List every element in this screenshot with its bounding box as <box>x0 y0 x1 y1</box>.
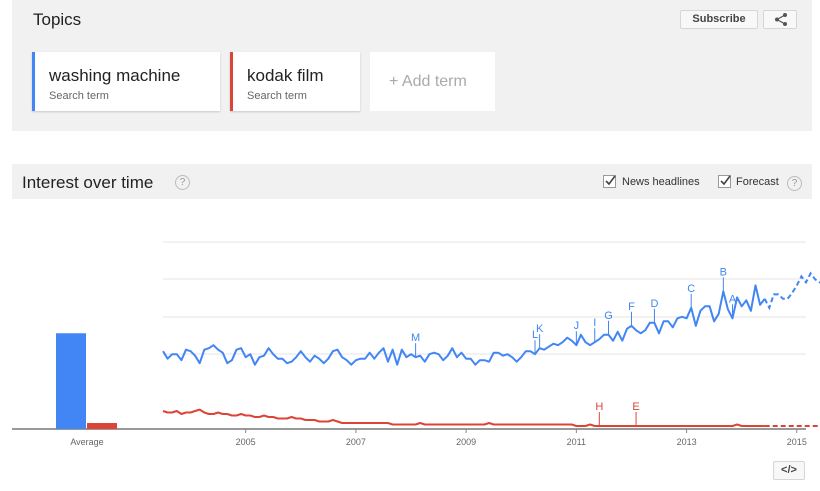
term-color-bar <box>230 52 233 111</box>
x-tick-label: 2011 <box>567 437 586 447</box>
term-name: kodak film <box>247 66 324 85</box>
forecast-line <box>763 271 820 311</box>
annotation-label: K <box>536 323 544 335</box>
x-tick-label: 2007 <box>346 437 366 447</box>
term-type: Search term <box>247 90 307 102</box>
forecast-label: Forecast <box>736 176 779 188</box>
forecast-checkbox[interactable] <box>718 175 731 188</box>
term-name: washing machine <box>49 66 181 85</box>
topics-panel: Topics Subscribe washing machine Search … <box>12 0 812 131</box>
checkmark-icon <box>720 175 731 186</box>
help-icon[interactable]: ? <box>175 175 190 190</box>
share-button[interactable] <box>763 10 797 29</box>
term-card-washing-machine[interactable]: washing machine Search term <box>32 52 220 111</box>
average-bar <box>56 333 86 429</box>
news-headlines-label: News headlines <box>622 176 700 188</box>
add-term-button[interactable]: + Add term <box>370 52 495 111</box>
interest-over-time-header: Interest over time ? News headlines Fore… <box>12 164 812 199</box>
x-tick-label: 2009 <box>456 437 476 447</box>
x-tick-label: 2005 <box>236 437 256 447</box>
term-color-bar <box>32 52 35 111</box>
annotation-label: M <box>411 332 420 344</box>
annotation-label: F <box>628 301 635 313</box>
interest-chart: Average 2005 2007 2009 2011 2013 2015 M LK J IG F… <box>12 241 820 447</box>
share-icon <box>775 13 787 26</box>
average-bar <box>87 423 117 429</box>
embed-button[interactable]: </> <box>773 461 805 480</box>
term-card-kodak-film[interactable]: kodak film Search term <box>230 52 360 111</box>
annotation-label: G <box>604 310 613 322</box>
topics-title: Topics <box>33 10 82 29</box>
annotation-label: H <box>595 401 603 413</box>
x-tick-label: 2013 <box>677 437 697 447</box>
add-term-label: + Add term <box>389 73 467 90</box>
series-line <box>162 408 765 427</box>
annotation-label: A <box>729 293 737 305</box>
series-line <box>162 284 766 366</box>
forecast-help-icon[interactable]: ? <box>787 176 802 191</box>
average-label: Average <box>70 437 103 447</box>
subscribe-button[interactable]: Subscribe <box>680 10 758 29</box>
annotation-label: J <box>574 320 580 332</box>
term-type: Search term <box>49 90 109 102</box>
annotation-label: B <box>720 266 727 278</box>
x-tick-label: 2015 <box>787 437 807 447</box>
annotation-label: L <box>532 329 538 341</box>
news-headlines-checkbox[interactable] <box>603 175 616 188</box>
annotation-label: C <box>687 283 695 295</box>
interest-over-time-title: Interest over time <box>22 173 154 192</box>
annotation-label: D <box>650 298 658 310</box>
checkmark-icon <box>605 175 616 186</box>
annotation-label: E <box>632 401 639 413</box>
annotation-label: I <box>593 317 596 329</box>
